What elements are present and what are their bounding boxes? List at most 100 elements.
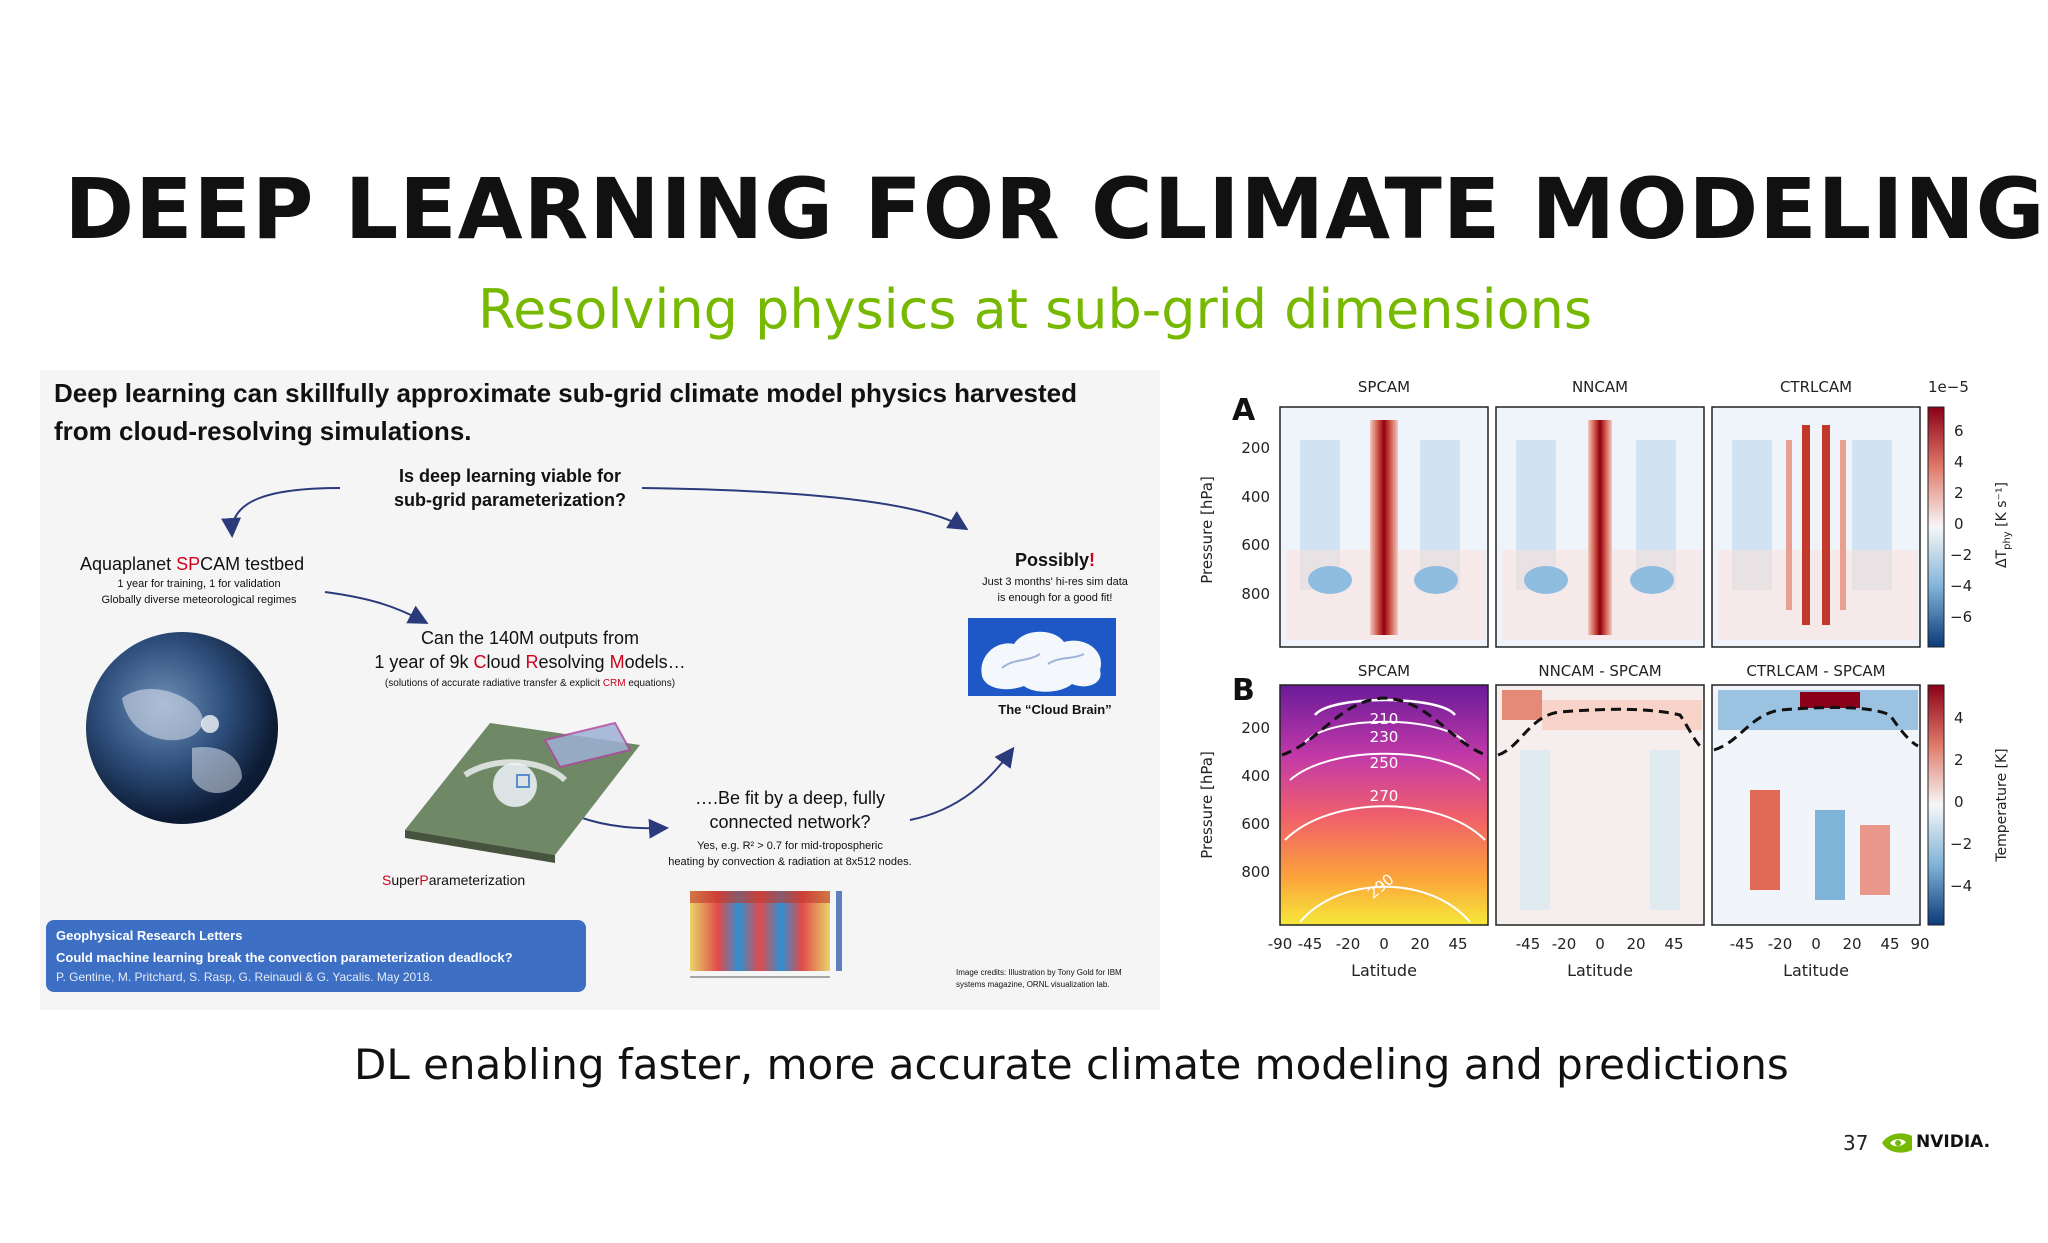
- colorbar-b-tick-0: 0: [1954, 793, 1964, 811]
- xtick-p1-5: 45: [1448, 935, 1467, 953]
- xtick-p2-1: -20: [1552, 935, 1577, 953]
- nvidia-wordmark: NVIDIA.: [1916, 1132, 1991, 1152]
- slide-title: DEEP LEARNING FOR CLIMATE MODELING: [64, 160, 2046, 258]
- nvidia-logo: NVIDIA.: [1880, 1128, 1990, 1158]
- fit-line1: ….Be fit by a deep, fully: [694, 788, 886, 808]
- row-b-title-2: NNCAM - SPCAM: [1538, 662, 1661, 680]
- slide-subtitle: Resolving physics at sub-grid dimensions: [477, 278, 1593, 341]
- row-a-ytick-800: 800: [1241, 585, 1270, 603]
- xtick-p3-2: 0: [1811, 935, 1821, 953]
- testbed-detail-2: Globally diverse meteorological regimes: [101, 594, 297, 606]
- panel-a-nncam: [1495, 406, 1705, 648]
- xtick-p2-3: 20: [1626, 935, 1645, 953]
- colorbar-b: [1927, 684, 1945, 926]
- earth-globe-image: [86, 632, 278, 824]
- colorbar-a-tick-4: 4: [1954, 453, 1964, 471]
- superparameterization-label: SuperParameterization: [382, 872, 526, 888]
- colorbar-a-label: ΔTphy [K s⁻¹]: [1994, 482, 2013, 568]
- row-a-ytick-200: 200: [1241, 439, 1270, 457]
- colorbar-b-label: Temperature [K]: [1994, 748, 2010, 862]
- row-b-y-label: Pressure [hPa]: [1198, 751, 1216, 859]
- model-comparison-panels: A B SPCAM NNCAM CTRLCAM: [1198, 378, 2013, 980]
- xtick-p1-2: -20: [1336, 935, 1361, 953]
- xtick-p2-2: 0: [1595, 935, 1605, 953]
- xtick-p1-1: -45: [1298, 935, 1323, 953]
- xtick-p1-3: 0: [1379, 935, 1389, 953]
- nvidia-eye-icon: [1882, 1133, 1912, 1153]
- question-line2: sub-grid parameterization?: [393, 490, 627, 510]
- xtick-p3-1: -20: [1768, 935, 1793, 953]
- row-a-ytick-600: 600: [1241, 536, 1270, 554]
- row-a-title-2: NNCAM: [1572, 378, 1628, 396]
- colorbar-a-tick-m6: −6: [1950, 608, 1972, 626]
- panel-a-letter: A: [1232, 393, 1256, 428]
- page-number: 37: [1843, 1131, 1869, 1155]
- contour-label-270: 270: [1370, 787, 1399, 805]
- outputs-line1: Can the 140M outputs from: [420, 628, 640, 648]
- fit-line2: connected network?: [709, 812, 871, 832]
- figure-headline-line2: from cloud-resolving simulations.: [54, 416, 472, 446]
- colorbar-b-tick-4: 4: [1954, 709, 1964, 727]
- colorbar-a-tick-0: 0: [1954, 515, 1964, 533]
- xtick-p3-3: 20: [1842, 935, 1861, 953]
- colorbar-a-scale: 1e−5: [1928, 378, 1969, 396]
- paper-authors: P. Gentine, M. Pritchard, S. Rasp, G. Re…: [56, 970, 433, 984]
- panel-b-letter: B: [1232, 673, 1255, 708]
- colorbar-b-tick-m2: −2: [1950, 835, 1972, 853]
- model-comparison-figure: A B SPCAM NNCAM CTRLCAM: [1190, 370, 2020, 990]
- contour-label-230: 230: [1370, 728, 1399, 746]
- xtick-p1-4: 20: [1410, 935, 1429, 953]
- image-credits-line1: Image credits: Illustration by Tony Gold…: [956, 968, 1122, 977]
- panel-a-ctrlcam: [1711, 406, 1921, 648]
- xtick-p2-4: 45: [1664, 935, 1683, 953]
- cloud-brain-image: [968, 618, 1116, 696]
- paper-title: Could machine learning break the convect…: [56, 950, 513, 965]
- cloud-brain-label: The “Cloud Brain”: [998, 702, 1112, 717]
- slide-footer-text: DL enabling faster, more accurate climat…: [354, 1040, 1789, 1089]
- figure-headline-line1: Deep learning can skillfully approximate…: [54, 378, 1077, 408]
- left-figure: Deep learning can skillfully approximate…: [40, 370, 1160, 1010]
- possibly-line2: Just 3 months' hi-res sim data: [982, 576, 1128, 588]
- xtick-p2-0: -45: [1516, 935, 1541, 953]
- x-axis-ticks: -90 -45 -20 0 20 45 -45 -20 0 20 45 -45 …: [1268, 935, 1930, 953]
- journal-reference-box: Geophysical Research Letters Could machi…: [46, 920, 586, 992]
- row-b-title-1: SPCAM: [1358, 662, 1410, 680]
- row-b-title-3: CTRLCAM - SPCAM: [1746, 662, 1885, 680]
- xtick-p3-0: -45: [1730, 935, 1755, 953]
- question-line1: Is deep learning viable for: [398, 466, 622, 486]
- xtick-p3-5: 90: [1910, 935, 1929, 953]
- xtick-p3-4: 45: [1880, 935, 1899, 953]
- panel-b-nncam-diff: [1495, 684, 1705, 926]
- fit-line4: heating by convection & radiation at 8x5…: [668, 856, 912, 868]
- superparameterization-image: [405, 721, 640, 863]
- row-a-title-1: SPCAM: [1358, 378, 1410, 396]
- row-a-title-3: CTRLCAM: [1780, 378, 1852, 396]
- x-label-2: Latitude: [1567, 961, 1633, 980]
- panel-b-spcam-temperature: 210 230 250 270 290: [1279, 684, 1489, 926]
- row-b-ytick-200: 200: [1241, 719, 1270, 737]
- xtick-p1-0: -90: [1268, 935, 1293, 953]
- outputs-line2: 1 year of 9k Cloud Resolving Models…: [374, 652, 686, 672]
- x-label-1: Latitude: [1351, 961, 1417, 980]
- small-heatmap-thumbnail: [690, 891, 842, 978]
- colorbar-a-tick-2: 2: [1954, 484, 1964, 502]
- contour-label-210: 210: [1370, 710, 1399, 728]
- possibly-line3: is enough for a good fit!: [997, 592, 1113, 604]
- colorbar-a: [1927, 406, 1945, 648]
- fit-line3: Yes, e.g. R² > 0.7 for mid-tropospheric: [697, 840, 883, 852]
- contour-label-250: 250: [1370, 754, 1399, 772]
- colorbar-a-tick-m2: −2: [1950, 546, 1972, 564]
- journal-name: Geophysical Research Letters: [56, 928, 243, 943]
- row-b-ytick-600: 600: [1241, 815, 1270, 833]
- colorbar-a-tick-6: 6: [1954, 422, 1964, 440]
- panel-a-spcam: [1279, 406, 1489, 648]
- testbed-detail-1: 1 year for training, 1 for validation: [117, 578, 281, 590]
- row-a-ytick-400: 400: [1241, 488, 1270, 506]
- possibly-title: Possibly!: [1014, 550, 1096, 570]
- colorbar-b-tick-2: 2: [1954, 751, 1964, 769]
- outputs-line3: (solutions of accurate radiative transfe…: [384, 678, 676, 689]
- row-b-ytick-800: 800: [1241, 863, 1270, 881]
- colorbar-a-tick-m4: −4: [1950, 577, 1972, 595]
- x-label-3: Latitude: [1783, 961, 1849, 980]
- colorbar-b-tick-m4: −4: [1950, 877, 1972, 895]
